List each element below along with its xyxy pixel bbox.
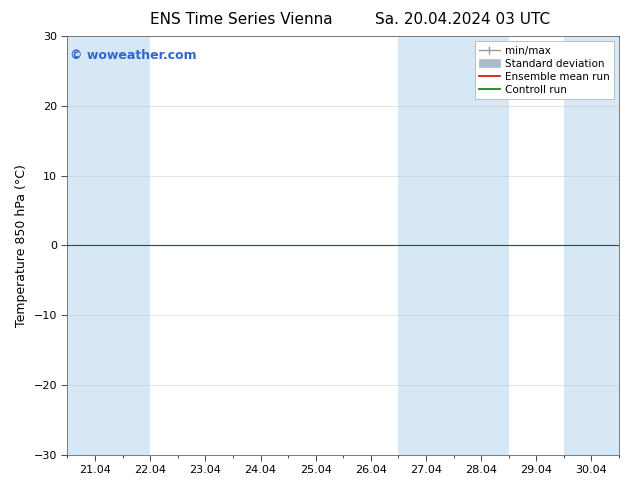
Text: Sa. 20.04.2024 03 UTC: Sa. 20.04.2024 03 UTC <box>375 12 550 27</box>
Bar <box>564 36 619 455</box>
Bar <box>398 36 508 455</box>
Text: © woweather.com: © woweather.com <box>70 49 197 62</box>
Legend: min/max, Standard deviation, Ensemble mean run, Controll run: min/max, Standard deviation, Ensemble me… <box>475 41 614 99</box>
Text: ENS Time Series Vienna: ENS Time Series Vienna <box>150 12 332 27</box>
Y-axis label: Temperature 850 hPa (°C): Temperature 850 hPa (°C) <box>15 164 28 327</box>
Bar <box>67 36 150 455</box>
